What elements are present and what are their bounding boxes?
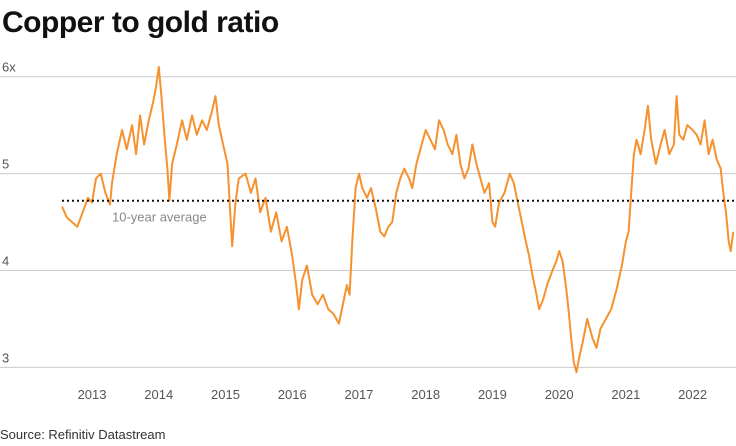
x-tick-label: 2018 (411, 387, 440, 402)
x-tick-label: 2013 (78, 387, 107, 402)
y-axis-tick-labels: 3 4 5 6x (2, 60, 16, 366)
x-tick-label: 2021 (611, 387, 640, 402)
x-tick-label: 2019 (478, 387, 507, 402)
x-tick-label: 2020 (545, 387, 574, 402)
y-tick-label: 6x (2, 60, 16, 75)
x-tick-label: 2022 (678, 387, 707, 402)
source-note: Source: Refinitiv Datastream (0, 427, 166, 442)
x-axis-tick-labels: 2013 2014 2015 2016 2017 2018 2019 2020 2021 2022 (78, 387, 708, 402)
y-tick-label: 4 (2, 253, 9, 268)
y-tick-label: 3 (2, 350, 9, 365)
series-line (61, 66, 735, 374)
series-group (61, 66, 735, 374)
x-tick-label: 2016 (278, 387, 307, 402)
y-tick-label: 5 (2, 157, 9, 172)
x-tick-label: 2017 (344, 387, 373, 402)
x-tick-label: 2014 (144, 387, 173, 402)
average-line-group: 10-year average (62, 199, 736, 225)
average-label: 10-year average (112, 210, 207, 225)
gridlines (0, 76, 736, 368)
x-tick-label: 2015 (211, 387, 240, 402)
chart-title: Copper to gold ratio (2, 6, 279, 39)
